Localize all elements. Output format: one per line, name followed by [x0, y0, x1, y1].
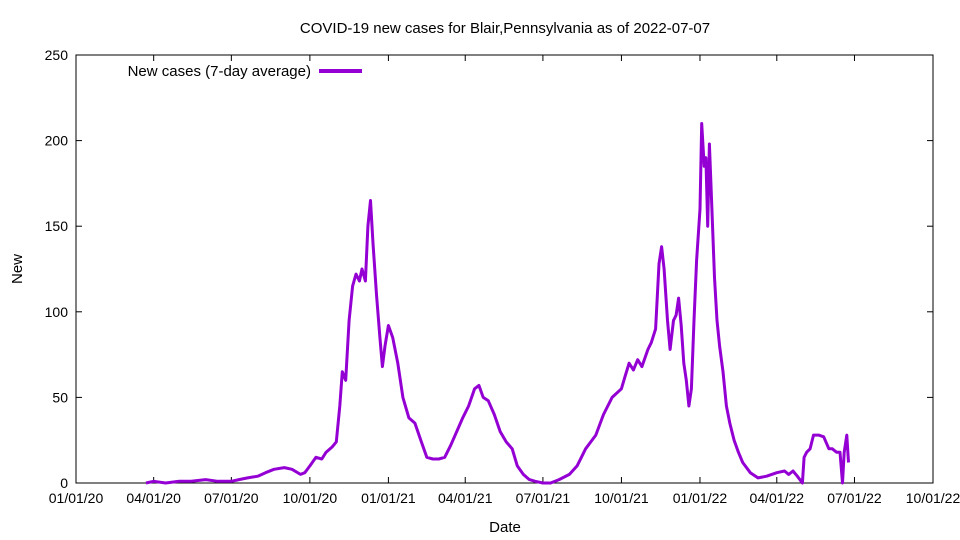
- x-tick-label: 07/01/21: [516, 490, 571, 506]
- x-tick-label: 04/01/21: [438, 490, 493, 506]
- y-tick-label: 50: [52, 389, 68, 405]
- x-tick-label: 04/01/20: [126, 490, 181, 506]
- x-tick-label: 07/01/20: [204, 490, 259, 506]
- x-tick-label: 10/01/22: [906, 490, 960, 506]
- y-tick-label: 0: [60, 475, 68, 491]
- y-axis-ticks: 0 50 100 150 200 250: [45, 47, 933, 491]
- x-tick-label: 10/01/20: [283, 490, 338, 506]
- x-tick-label: 01/01/20: [49, 490, 104, 506]
- legend: New cases (7-day average): [128, 63, 362, 80]
- y-tick-label: 200: [45, 133, 69, 149]
- x-tick-label: 04/01/22: [750, 490, 805, 506]
- y-tick-label: 150: [45, 218, 69, 234]
- x-tick-label: 10/01/21: [594, 490, 649, 506]
- x-tick-label: 01/01/21: [361, 490, 416, 506]
- y-axis-label: New: [9, 254, 26, 284]
- series-layer: [145, 122, 850, 485]
- plot-area-border: [75, 54, 934, 484]
- y-tick-label: 100: [45, 304, 69, 320]
- legend-entry-label: New cases (7-day average): [128, 63, 311, 80]
- x-axis-label: Date: [489, 519, 521, 536]
- x-tick-label: 01/01/22: [673, 490, 728, 506]
- y-tick-label: 250: [45, 47, 69, 63]
- x-tick-label: 07/01/22: [827, 490, 882, 506]
- x-axis-ticks: 01/01/20 04/01/20 07/01/20 10/01/20 01/01/21…: [49, 55, 960, 506]
- series-line-0: [145, 122, 850, 485]
- chart-title: COVID-19 new cases for Blair,Pennsylvani…: [300, 20, 710, 37]
